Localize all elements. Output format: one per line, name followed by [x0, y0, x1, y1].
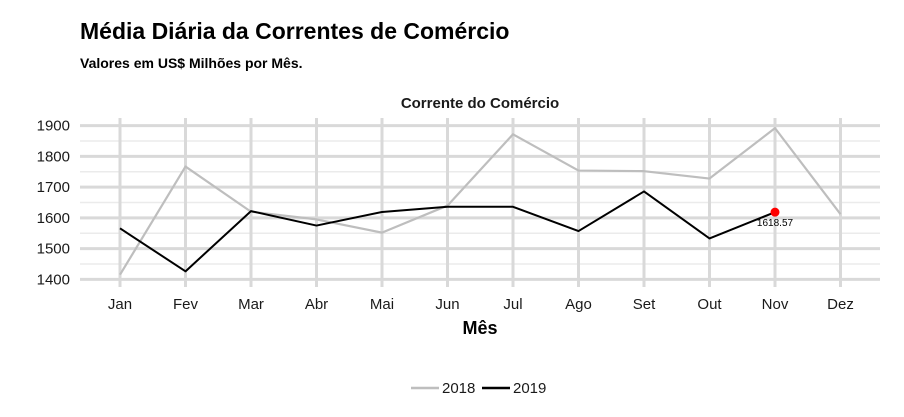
legend: 2018 2019 [411, 380, 546, 397]
x-tick-label: Set [633, 296, 656, 313]
highlight-point-marker [770, 207, 780, 217]
series-line-2018 [119, 127, 842, 276]
series-lines [119, 127, 842, 276]
x-axis-ticks: Jan Fev Mar Abr Mai Jun Jul Ago Set Out Nov Dez [108, 296, 854, 313]
y-tick-label: 1400 [37, 271, 70, 288]
highlight-point-label: 1618.57 [757, 218, 794, 229]
x-tick-label: Jul [503, 296, 522, 313]
x-tick-label: Abr [305, 296, 328, 313]
y-tick-label: 1900 [37, 118, 70, 135]
chart-title: Média Diária da Correntes de Comércio [80, 18, 510, 44]
x-tick-label: Mai [370, 296, 394, 313]
x-tick-label: Jun [435, 296, 459, 313]
highlight-point: 1618.57 [757, 207, 794, 229]
y-axis-ticks: 1400 1500 1600 1700 1800 1900 [37, 118, 70, 289]
grid [80, 118, 880, 287]
y-tick-label: 1700 [37, 179, 70, 196]
x-tick-label: Dez [827, 296, 854, 313]
x-tick-label: Mar [238, 296, 264, 313]
panel-title: Corrente do Comércio [401, 95, 559, 112]
x-tick-label: Fev [173, 296, 199, 313]
legend-label-2019: 2019 [513, 380, 546, 397]
x-tick-label: Out [697, 296, 722, 313]
y-tick-label: 1800 [37, 148, 70, 165]
x-tick-label: Nov [762, 296, 789, 313]
y-tick-label: 1500 [37, 241, 70, 258]
x-tick-label: Jan [108, 296, 132, 313]
y-tick-label: 1600 [37, 210, 70, 227]
chart-subtitle: Valores em US$ Milhões por Mês. [80, 55, 303, 71]
legend-label-2018: 2018 [442, 380, 475, 397]
series-line-2019 [119, 190, 776, 273]
x-tick-label: Ago [565, 296, 592, 313]
x-axis-title: Mês [462, 318, 497, 338]
